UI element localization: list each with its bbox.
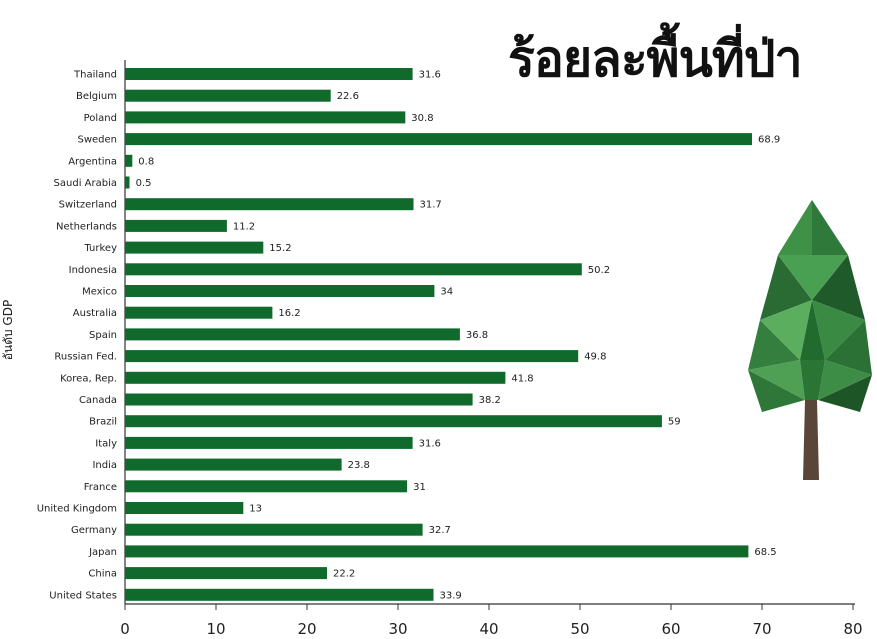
value-label: 31 — [413, 482, 426, 493]
category-label: Japan — [88, 547, 117, 558]
y-axis-label: อันดับ GDP — [1, 300, 15, 360]
category-label: Canada — [79, 395, 117, 406]
bar — [125, 328, 460, 341]
bar — [125, 285, 435, 297]
x-tick-label: 0 — [120, 620, 130, 638]
value-label: 11.2 — [233, 221, 255, 232]
category-label: Brazil — [89, 417, 117, 428]
value-label: 23.8 — [348, 460, 370, 471]
value-label: 0.5 — [136, 178, 152, 189]
bar — [125, 545, 749, 558]
category-label: Thailand — [73, 70, 117, 81]
bar — [125, 567, 327, 580]
value-label: 16.2 — [278, 308, 300, 319]
value-label: 36.8 — [466, 330, 488, 341]
category-label: Australia — [73, 308, 117, 319]
value-label: 49.8 — [584, 352, 606, 363]
bar — [125, 263, 582, 276]
bar — [125, 393, 473, 406]
x-tick-label: 40 — [479, 620, 498, 638]
value-label: 31.6 — [419, 438, 441, 449]
value-label: 33.9 — [440, 590, 462, 601]
category-label: United States — [49, 590, 117, 601]
bar — [125, 350, 579, 363]
category-label: Mexico — [82, 287, 117, 298]
value-label: 38.2 — [479, 395, 501, 406]
value-label: 15.2 — [269, 243, 291, 254]
category-label: France — [84, 482, 117, 493]
bar — [125, 371, 506, 384]
bar — [125, 588, 434, 601]
value-label: 22.2 — [333, 569, 355, 580]
category-label: Russian Fed. — [54, 352, 117, 363]
bar — [125, 502, 244, 514]
value-label: 31.7 — [420, 200, 442, 211]
value-label: 59 — [668, 417, 681, 428]
x-tick-label: 80 — [843, 620, 862, 638]
x-tick-label: 70 — [752, 620, 771, 638]
category-label: United Kingdom — [37, 504, 117, 515]
category-label: India — [92, 460, 117, 471]
category-label: Germany — [71, 525, 117, 536]
value-label: 31.6 — [419, 70, 441, 81]
bar — [125, 241, 264, 254]
bar — [125, 198, 414, 211]
bar — [125, 89, 331, 102]
bar — [125, 176, 130, 189]
value-label: 34 — [440, 287, 453, 298]
bar — [125, 154, 133, 167]
chart-title: ร้อยละพื้นที่ป่า — [508, 30, 803, 88]
category-label: Sweden — [77, 135, 117, 146]
category-label: Netherlands — [56, 221, 117, 232]
value-label: 68.9 — [758, 135, 780, 146]
category-label: Korea, Rep. — [60, 373, 117, 384]
x-tick-label: 30 — [388, 620, 407, 638]
bar — [125, 480, 408, 493]
bar — [125, 415, 662, 428]
category-label: Indonesia — [69, 265, 117, 276]
bar — [125, 436, 413, 449]
bar — [125, 68, 413, 80]
category-label: Turkey — [83, 243, 117, 254]
value-label: 41.8 — [511, 373, 533, 384]
category-label: Saudi Arabia — [54, 178, 117, 189]
value-label: 50.2 — [588, 265, 610, 276]
bar — [125, 306, 273, 319]
x-tick-label: 10 — [206, 620, 225, 638]
bar — [125, 458, 342, 471]
category-label: Switzerland — [59, 200, 117, 211]
bar — [125, 133, 752, 146]
bar — [125, 523, 423, 536]
category-label: Argentina — [68, 156, 117, 167]
category-label: China — [88, 569, 117, 580]
category-label: Belgium — [76, 91, 117, 102]
x-tick-label: 50 — [570, 620, 589, 638]
value-label: 13 — [249, 504, 262, 515]
category-label: Italy — [95, 438, 117, 449]
bar — [125, 219, 227, 232]
x-tick-label: 60 — [661, 620, 680, 638]
bar — [125, 111, 406, 124]
polygon-tree-icon — [748, 200, 872, 480]
category-label: Poland — [84, 113, 117, 124]
value-label: 0.8 — [138, 156, 154, 167]
value-label: 30.8 — [411, 113, 433, 124]
category-label: Spain — [89, 330, 117, 341]
value-label: 22.6 — [337, 91, 359, 102]
value-label: 68.5 — [754, 547, 776, 558]
value-label: 32.7 — [429, 525, 451, 536]
x-tick-label: 20 — [297, 620, 316, 638]
